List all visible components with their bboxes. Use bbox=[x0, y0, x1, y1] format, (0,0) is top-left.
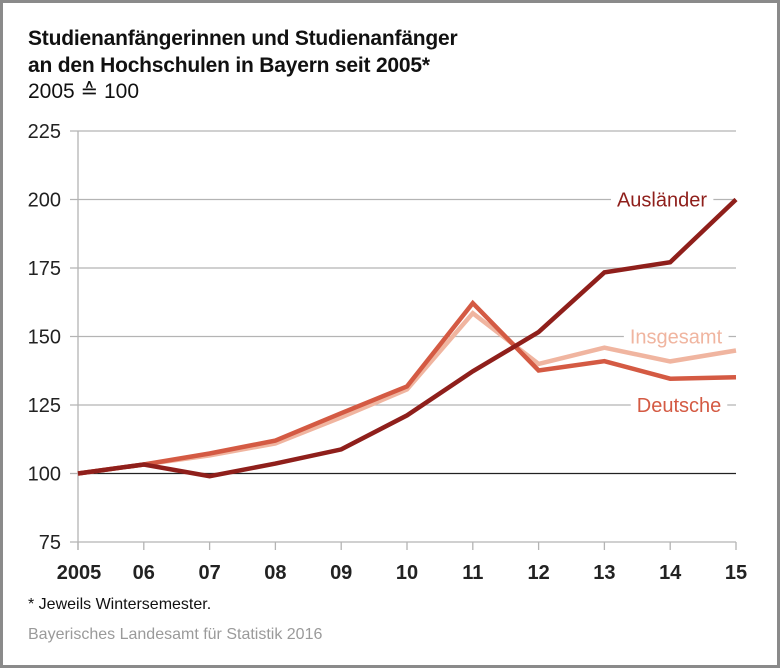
source-note: Bayerisches Landesamt für Statistik 2016 bbox=[28, 626, 323, 643]
y-tick-label: 225 bbox=[28, 121, 61, 143]
series-label-insgesamt: Insgesamt bbox=[630, 327, 723, 349]
x-tick-label: 07 bbox=[198, 562, 220, 584]
y-tick-label: 175 bbox=[28, 258, 61, 280]
y-tick-label: 100 bbox=[28, 464, 61, 486]
series-label-deutsche: Deutsche bbox=[637, 395, 722, 417]
y-tick-label: 150 bbox=[28, 327, 61, 349]
x-tick-label: 06 bbox=[133, 562, 155, 584]
chart-subtitle: 2005 ≙ 100 bbox=[28, 80, 140, 103]
x-tick-label: 10 bbox=[396, 562, 418, 584]
x-tick-label: 08 bbox=[264, 562, 286, 584]
x-tick-label: 13 bbox=[593, 562, 615, 584]
x-tick-label: 12 bbox=[527, 562, 549, 584]
series-line-deutsche bbox=[77, 299, 737, 476]
x-tick-label: 14 bbox=[659, 562, 682, 584]
y-tick-label: 200 bbox=[28, 190, 61, 212]
chart-title: Studienanfängerinnen und Studienanfänger… bbox=[28, 25, 458, 79]
series-label-background bbox=[610, 196, 714, 203]
y-tick-label: 125 bbox=[28, 395, 61, 417]
series-label-auslnder: Ausländer bbox=[617, 190, 707, 212]
x-tick-label: 15 bbox=[725, 562, 747, 584]
chart-title-line-1: Studienanfängerinnen und Studienanfänger bbox=[28, 27, 458, 50]
series-label-background bbox=[630, 402, 728, 408]
y-tick-label: 75 bbox=[39, 532, 61, 554]
x-tick-label: 11 bbox=[462, 562, 483, 584]
series-label-background bbox=[623, 333, 729, 340]
footnote: * Jeweils Wintersemester. bbox=[28, 596, 212, 613]
chart-title-line-2: an den Hochschulen in Bayern seit 2005* bbox=[28, 54, 430, 77]
series-line-auslnder bbox=[77, 197, 738, 479]
x-tick-label: 09 bbox=[330, 562, 352, 584]
x-tick-label: 2005 bbox=[57, 562, 102, 584]
